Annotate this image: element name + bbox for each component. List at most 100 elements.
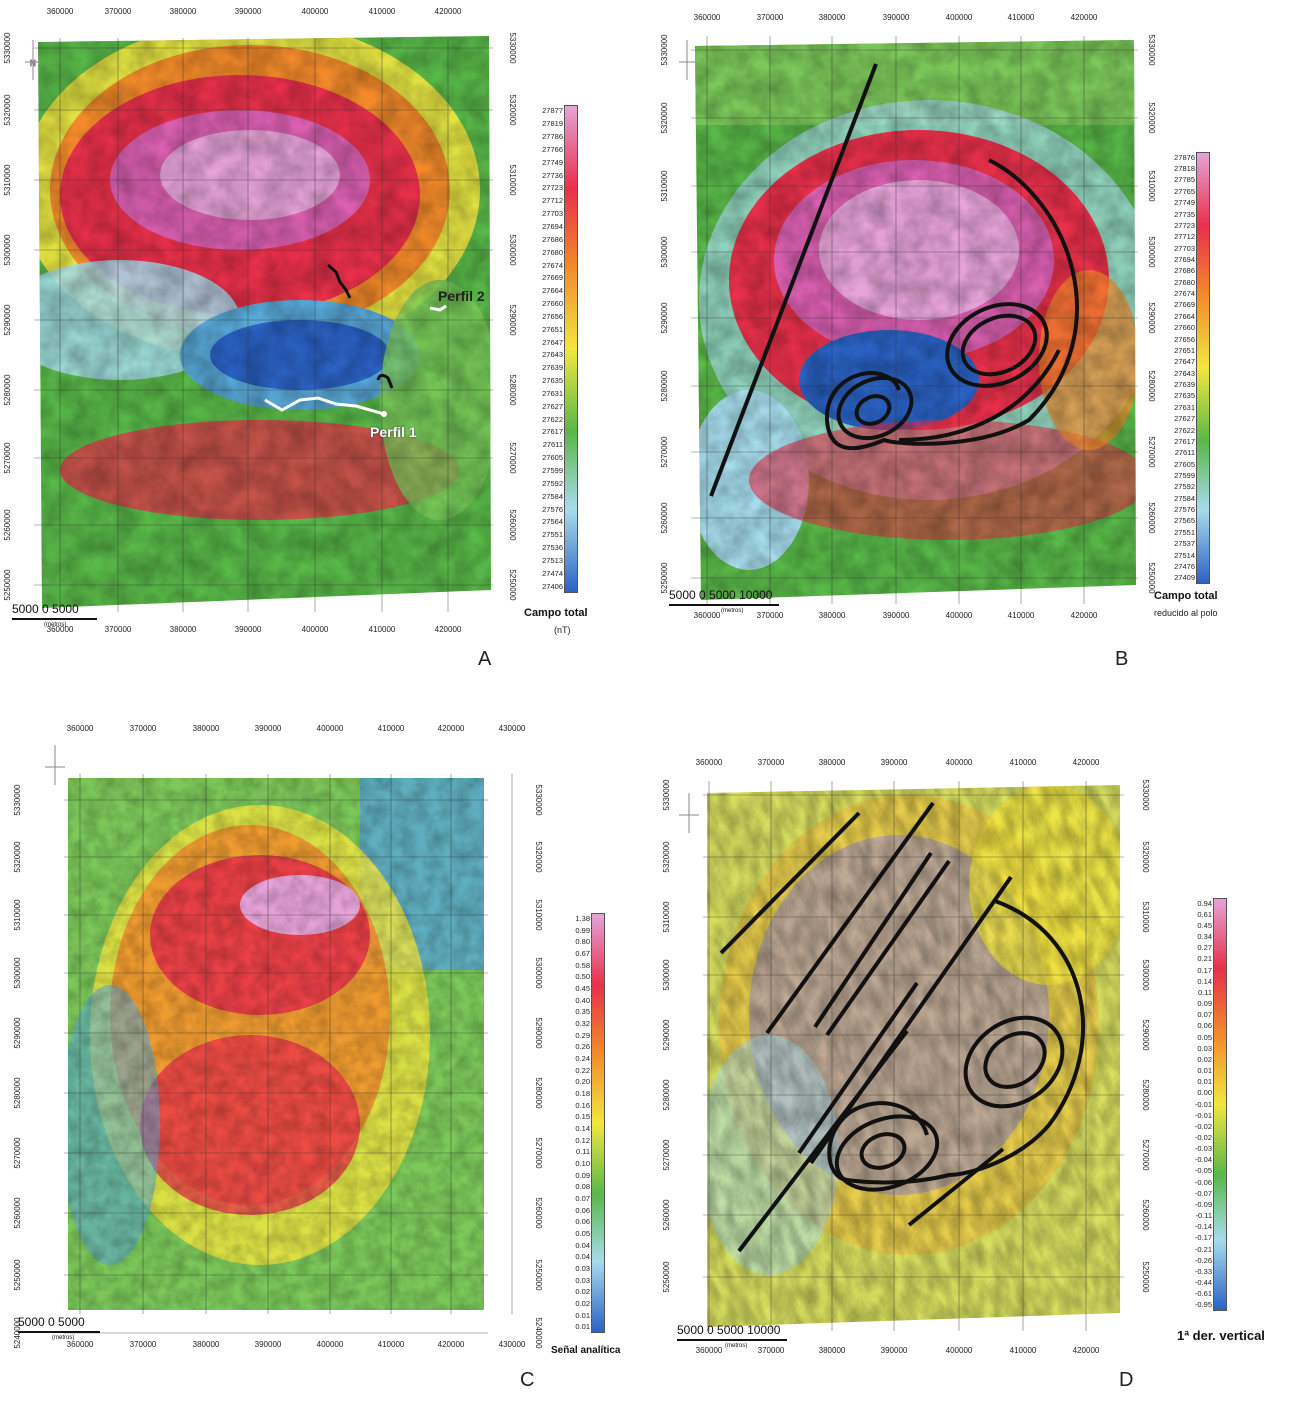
y-tick-label: 5310000 — [1147, 170, 1156, 202]
legend-value: -0.02 — [1194, 1121, 1212, 1131]
x-tick-label: 360000 — [694, 611, 721, 620]
y-tick-label: 5310000 — [13, 899, 22, 931]
panel-c-map: 360000 360000 370000 370000 380000 380000 3900… — [13, 724, 543, 1349]
y-tick-label: 5310000 — [3, 164, 12, 196]
x-tick-label: 400000 — [946, 758, 973, 767]
legend-value: 27786 — [542, 132, 563, 142]
legend-value: 0.67 — [575, 948, 590, 958]
north-arrow-icon: N — [25, 40, 41, 80]
legend-value: 27680 — [542, 247, 563, 257]
y-tick-label: 5270000 — [662, 1139, 671, 1171]
panel-c: 360000 360000 370000 370000 380000 380000 3900… — [0, 705, 649, 1403]
legend-value: 0.18 — [575, 1088, 590, 1098]
y-tick-label: 5260000 — [1147, 502, 1156, 534]
legend-value: -0.05 — [1194, 1166, 1212, 1176]
legend-value: 27660 — [1174, 323, 1195, 333]
panel-a-grid — [34, 38, 493, 612]
x-tick-label: 380000 — [170, 625, 197, 634]
y-tick-label: 5320000 — [1147, 102, 1156, 134]
legend-value: 27674 — [1174, 289, 1195, 299]
legend-value: -0.33 — [1194, 1266, 1212, 1276]
legend-value: 27592 — [542, 478, 563, 488]
x-tick-label: 390000 — [235, 7, 262, 16]
legend-value: 27584 — [1174, 493, 1195, 503]
legend-value: 27877 — [542, 106, 563, 116]
x-tick-label: 380000 — [819, 758, 846, 767]
x-tick-label: 420000 — [435, 625, 462, 634]
y-tick-label: 5310000 — [508, 164, 517, 196]
legend-value: -0.09 — [1194, 1199, 1212, 1209]
x-tick-label: 400000 — [946, 1346, 973, 1355]
legend-value: 0.02 — [575, 1287, 590, 1297]
legend-value: 0.08 — [575, 1182, 590, 1192]
legend-value: 0.22 — [575, 1065, 590, 1075]
legend-value: 27749 — [542, 157, 563, 167]
legend-value: 27674 — [542, 260, 563, 270]
legend-title: Campo total — [1154, 590, 1218, 602]
y-tick-label: 5320000 — [3, 94, 12, 126]
scalebar-line — [12, 618, 97, 620]
interpretation-lines — [719, 801, 1086, 1253]
legend-value: 27476 — [1174, 561, 1195, 571]
legend-value: -0.21 — [1194, 1244, 1212, 1254]
x-tick-label: 400000 — [317, 724, 344, 733]
legend-value: 0.35 — [575, 1007, 590, 1017]
scalebar-line — [677, 1339, 787, 1341]
legend-value: 27635 — [1174, 391, 1195, 401]
lineament-7 — [737, 1029, 909, 1253]
legend-labels: 27877 27819 27786 27766 27749 27736 27723 27712… — [520, 105, 563, 593]
legend-value: 27617 — [1174, 436, 1195, 446]
anomaly-trace-2 — [376, 373, 394, 389]
legend-value: -0.17 — [1194, 1233, 1212, 1243]
x-tick-label: 390000 — [235, 625, 262, 634]
legend-value: 27605 — [542, 453, 563, 463]
lineament-3 — [813, 851, 933, 1029]
legend-value: 27605 — [1174, 459, 1195, 469]
legend-labels: 1.38 0.99 0.80 0.67 0.58 0.50 0.45 0.40 0.35 0.32… — [547, 913, 590, 1333]
legend-value: 27611 — [1174, 448, 1195, 458]
y-tick-label: 5320000 — [660, 102, 669, 134]
x-tick-label: 410000 — [378, 724, 405, 733]
y-tick-label: 5250000 — [1141, 1261, 1150, 1293]
legend-value: -0.03 — [1194, 1144, 1212, 1154]
legend-value: 27818 — [1174, 164, 1195, 174]
legend-value: 27765 — [1174, 186, 1195, 196]
y-tick-label: 5270000 — [660, 436, 669, 468]
x-tick-label: 420000 — [435, 7, 462, 16]
y-tick-label: 5250000 — [662, 1261, 671, 1293]
panel-letter-d: D — [1119, 1369, 1134, 1391]
legend-title: 1ª der. vertical — [1177, 1328, 1265, 1343]
y-tick-label: 5310000 — [1141, 901, 1150, 933]
legend-value: 0.45 — [1197, 920, 1212, 930]
panel-c-field — [68, 778, 484, 1310]
legend-value: 27551 — [1174, 527, 1195, 537]
legend-value: 27694 — [1174, 255, 1195, 264]
legend-value: -0.44 — [1194, 1278, 1212, 1288]
y-tick-label: 5280000 — [1141, 1079, 1150, 1111]
x-tick-label: 420000 — [1073, 1346, 1100, 1355]
legend-value: 27694 — [542, 222, 563, 231]
x-tick-label: 370000 — [757, 611, 784, 620]
legend-value: 0.50 — [575, 972, 590, 982]
x-tick-label: 400000 — [946, 13, 973, 22]
legend-value: 27749 — [1174, 198, 1195, 208]
legend-value: 0.01 — [575, 1322, 590, 1332]
legend-value: -0.06 — [1194, 1177, 1212, 1187]
legend-value: -0.02 — [1194, 1132, 1212, 1142]
legend-value: 27514 — [1174, 550, 1195, 560]
y-tick-label: 5300000 — [1147, 236, 1156, 268]
y-tick-label: 5290000 — [1147, 302, 1156, 334]
x-tick-label: 420000 — [438, 1340, 465, 1349]
structure-ring-4 — [859, 1132, 907, 1170]
legend-value: 27643 — [542, 350, 563, 360]
y-tick-label: 5330000 — [660, 34, 669, 66]
anomaly-trace-1 — [327, 263, 352, 299]
scalebar-unit: (metros) — [725, 1343, 748, 1349]
legend-value: 27703 — [542, 209, 563, 219]
scalebar-line — [669, 604, 779, 606]
legend-value: 27611 — [542, 440, 563, 450]
scalebar-label: 5000 0 5000 10000 — [677, 1323, 781, 1337]
y-tick-label: 5290000 — [13, 1017, 22, 1049]
legend-labels: 0.94 0.61 0.45 0.34 0.27 0.21 0.17 0.14 0.11 0.09… — [1169, 898, 1212, 1311]
legend-value: -0.01 — [1194, 1099, 1212, 1109]
